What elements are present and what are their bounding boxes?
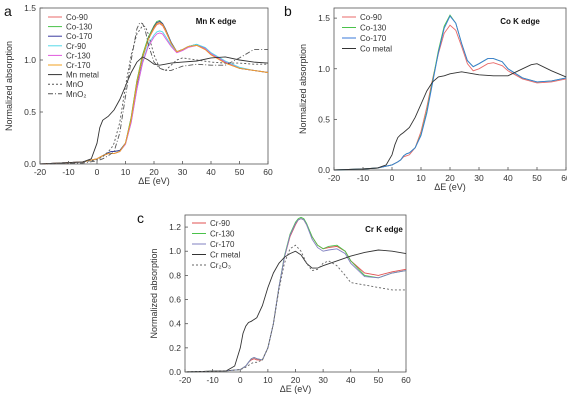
x-tick-label: 40 — [346, 375, 356, 385]
x-tick-label: 20 — [149, 167, 159, 177]
y-axis-label: Normalized absorption — [298, 44, 308, 134]
legend-entry: Co-130 — [66, 23, 93, 32]
x-tick-label: -20 — [179, 375, 192, 385]
legend-entry: Cr-170 — [66, 61, 91, 70]
legend-entry: Mn metal — [66, 71, 99, 80]
y-tick-label: 0.0 — [24, 159, 36, 169]
x-tick-label: 40 — [206, 167, 216, 177]
x-tick-label: 20 — [445, 173, 455, 183]
y-tick-label: 0.0 — [318, 165, 330, 175]
series-line-mn-metal — [39, 56, 269, 165]
series-line-cr-metal — [184, 249, 407, 373]
y-tick-label: 1.0 — [24, 55, 36, 65]
y-tick-label: 0.8 — [169, 270, 181, 280]
x-tick-label: 60 — [263, 167, 273, 177]
panel-letter: a — [4, 3, 12, 19]
legend-entry: Cr₂O₃ — [210, 261, 231, 270]
legend-entry: Cr-90 — [66, 42, 87, 51]
edge-title: Mn K edge — [196, 17, 237, 26]
x-tick-label: 50 — [374, 375, 384, 385]
legend-entry: Cr-90 — [210, 219, 231, 228]
series-line-mno — [39, 25, 268, 165]
legend-entry: MnO₂ — [66, 90, 86, 99]
series-line-co-metal — [333, 63, 567, 171]
x-tick-label: 10 — [263, 375, 273, 385]
x-tick-label: 30 — [474, 173, 484, 183]
x-tick-label: 0 — [238, 375, 243, 385]
y-tick-label: 0.2 — [169, 343, 181, 353]
y-tick-label: 0.5 — [318, 114, 330, 124]
x-tick-label: 40 — [503, 173, 513, 183]
x-tick-label: 10 — [121, 167, 131, 177]
legend-entry: Co-170 — [66, 32, 93, 41]
chart-panel-b: -20 -10 0 10 20 30 40 50 60 0.0 0.5 1.0 1.5 ΔE (eV) No… — [284, 3, 567, 192]
y-tick-label: 1.5 — [318, 13, 330, 23]
x-tick-label: 30 — [318, 375, 328, 385]
x-tick-label: 50 — [532, 173, 542, 183]
legend-entry: Cr metal — [210, 251, 240, 260]
y-tick-label: 0.0 — [169, 367, 181, 377]
y-tick-label: 1.5 — [24, 3, 36, 13]
y-tick-label: 0.6 — [169, 295, 181, 305]
legend-entry: Co-90 — [360, 13, 382, 22]
series-line-cr-o- — [184, 244, 406, 373]
x-tick-label: -10 — [206, 375, 219, 385]
legend-entry: MnO — [66, 80, 83, 89]
plot-frame — [184, 214, 407, 373]
panel-letter: c — [137, 210, 144, 226]
series-line-mno- — [39, 22, 268, 165]
x-axis-label: ΔE (eV) — [434, 182, 466, 192]
x-tick-label: 50 — [235, 167, 245, 177]
legend-entry: Co-90 — [66, 13, 88, 22]
legend-entry: Cr-130 — [66, 51, 91, 60]
y-tick-label: 0.5 — [24, 107, 36, 117]
edge-title: Co K edge — [500, 17, 540, 26]
x-tick-label: -10 — [357, 173, 370, 183]
y-tick-label: 1.0 — [318, 64, 330, 74]
edge-title: Cr K edge — [365, 225, 403, 234]
legend-entry: Cr-130 — [210, 230, 235, 239]
panel-letter: b — [284, 3, 292, 19]
x-tick-label: -20 — [34, 167, 47, 177]
x-tick-label: 10 — [416, 173, 426, 183]
series-line-cr-170 — [39, 22, 269, 165]
x-tick-label: 30 — [178, 167, 188, 177]
legend-entry: Cr-170 — [210, 240, 235, 249]
series-line-cr-170 — [184, 218, 407, 373]
x-tick-label: -20 — [328, 173, 341, 183]
y-tick-label: 1.2 — [169, 222, 181, 232]
x-tick-label: 60 — [561, 173, 567, 183]
x-axis-label: ΔE (eV) — [280, 384, 312, 394]
x-tick-label: -10 — [62, 167, 75, 177]
legend-entry: Co-130 — [360, 24, 387, 33]
y-tick-label: 1.0 — [169, 246, 181, 256]
y-tick-label: 0.4 — [169, 319, 181, 329]
x-tick-label: 20 — [291, 375, 301, 385]
x-axis-label: ΔE (eV) — [138, 176, 170, 186]
x-tick-label: 0 — [390, 173, 395, 183]
x-tick-label: 60 — [401, 375, 411, 385]
x-tick-label: 0 — [95, 167, 100, 177]
chart-panel-a: -20 -10 0 10 20 30 40 50 60 0.0 0.5 1.0 1.5 ΔE (eV) No… — [4, 3, 273, 186]
series-line-co-170 — [333, 15, 567, 171]
legend-entry: Co metal — [360, 45, 392, 54]
legend-entry: Co-170 — [360, 34, 387, 43]
y-axis-label: Normalized absorption — [149, 248, 159, 338]
y-axis-label: Normalized absorption — [4, 41, 14, 131]
chart-panel-c: -20 -10 0 10 20 30 40 50 60 0.0 0.2 0.4 0.6 0.8 1.0 1.2… — [137, 210, 411, 394]
